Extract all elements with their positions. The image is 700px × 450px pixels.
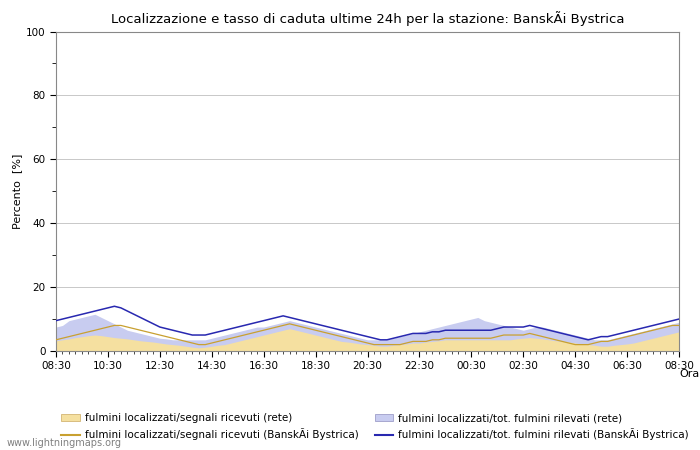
Text: Orario: Orario <box>679 369 700 378</box>
Title: Localizzazione e tasso di caduta ultime 24h per la stazione: BanskÃi Bystrica: Localizzazione e tasso di caduta ultime … <box>111 11 624 26</box>
Text: www.lightningmaps.org: www.lightningmaps.org <box>7 438 122 448</box>
Legend: fulmini localizzati/segnali ricevuti (rete), fulmini localizzati/segnali ricevut: fulmini localizzati/segnali ricevuti (re… <box>61 413 689 440</box>
Y-axis label: Percento  [%]: Percento [%] <box>12 153 22 229</box>
